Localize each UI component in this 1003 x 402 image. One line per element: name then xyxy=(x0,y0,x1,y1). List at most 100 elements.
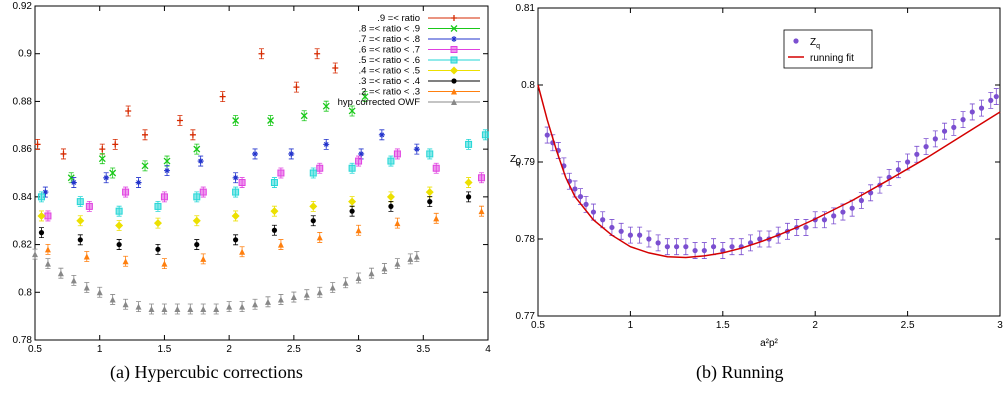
data-point xyxy=(86,203,92,209)
data-point xyxy=(239,249,245,255)
data-point xyxy=(466,141,472,147)
data-point xyxy=(702,248,707,253)
y-tick-label: 0.81 xyxy=(516,3,536,14)
data-point xyxy=(174,306,180,312)
caption-hypercubic-corrections: (a) Hypercubic corrections xyxy=(110,362,303,383)
data-point xyxy=(914,152,919,157)
data-point xyxy=(979,106,984,111)
data-point xyxy=(71,180,77,186)
data-point xyxy=(394,220,400,226)
data-point xyxy=(692,248,697,253)
legend-marker xyxy=(451,47,457,53)
data-point xyxy=(60,151,66,157)
series-2 xyxy=(42,130,419,197)
data-point xyxy=(572,186,577,191)
x-axis-label: a²p² xyxy=(760,338,778,349)
series-6 xyxy=(39,192,471,254)
data-point xyxy=(198,158,204,164)
legend-label: running fit xyxy=(810,53,854,64)
data-point xyxy=(45,261,51,267)
data-point xyxy=(646,236,651,241)
data-point xyxy=(58,270,64,276)
data-point xyxy=(349,165,355,171)
data-point xyxy=(142,132,148,138)
series-0 xyxy=(545,89,999,259)
data-point xyxy=(310,170,316,176)
data-point xyxy=(271,180,277,186)
data-point xyxy=(164,168,170,174)
data-point xyxy=(161,306,167,312)
data-point xyxy=(270,207,278,215)
data-point xyxy=(194,194,200,200)
data-point xyxy=(288,151,294,157)
data-point xyxy=(45,213,51,219)
x-tick-label: 1 xyxy=(628,320,634,331)
data-point xyxy=(850,206,855,211)
x-tick-label: 2.5 xyxy=(901,320,915,331)
data-point xyxy=(942,129,947,134)
running-chart: 0.5 1 1.5 2 2.5 30.770.780.790.80.81Zqa²p²Zqr… xyxy=(500,0,1003,360)
data-point xyxy=(116,208,122,214)
data-point xyxy=(190,132,196,138)
legend-marker xyxy=(451,78,456,83)
data-point xyxy=(161,194,167,200)
data-point xyxy=(103,175,109,181)
data-point xyxy=(427,151,433,157)
legend: .9 =< ratio.8 =< ratio < .9.7 =< ratio <… xyxy=(338,13,480,108)
legend-label: .8 =< ratio < .9 xyxy=(358,24,420,35)
data-point xyxy=(272,228,277,233)
data-point xyxy=(831,213,836,218)
series-3 xyxy=(45,149,485,221)
data-point xyxy=(278,242,284,248)
data-point xyxy=(155,203,161,209)
data-point xyxy=(356,227,362,233)
data-point xyxy=(994,94,999,99)
data-point xyxy=(194,242,199,247)
y-tick-label: 0.78 xyxy=(516,234,536,245)
data-point xyxy=(427,199,432,204)
data-point xyxy=(369,270,375,276)
x-tick-label: 2 xyxy=(812,320,818,331)
y-tick-label: 0.82 xyxy=(13,240,33,251)
data-point xyxy=(356,158,362,164)
x-tick-label: 4 xyxy=(485,344,491,355)
data-point xyxy=(136,180,142,186)
data-point xyxy=(309,202,317,210)
x-tick-label: 3 xyxy=(997,320,1003,331)
data-point xyxy=(348,198,356,206)
data-point xyxy=(233,175,239,181)
data-point xyxy=(350,209,355,214)
legend-label: .6 =< ratio < .7 xyxy=(358,45,420,56)
data-point xyxy=(148,306,154,312)
data-point xyxy=(193,217,201,225)
data-point xyxy=(278,170,284,176)
data-point xyxy=(154,219,162,227)
data-point xyxy=(233,189,239,195)
data-point xyxy=(665,244,670,249)
legend-marker xyxy=(451,36,457,42)
data-point xyxy=(213,306,219,312)
data-point xyxy=(32,251,38,257)
data-point xyxy=(84,285,90,291)
data-point xyxy=(332,65,338,71)
data-point xyxy=(988,98,993,103)
data-point xyxy=(123,301,129,307)
data-point xyxy=(200,306,206,312)
data-point xyxy=(155,247,160,252)
data-point xyxy=(232,212,240,220)
data-point xyxy=(291,294,297,300)
data-point xyxy=(112,141,118,147)
data-point xyxy=(161,261,167,267)
data-point xyxy=(465,179,473,187)
data-point xyxy=(117,242,122,247)
data-point xyxy=(960,117,965,122)
series-8 xyxy=(32,249,420,314)
data-point xyxy=(414,146,420,152)
data-point xyxy=(479,208,485,214)
data-point xyxy=(239,180,245,186)
data-point xyxy=(970,109,975,114)
data-point xyxy=(136,304,142,310)
data-point xyxy=(387,193,395,201)
data-point xyxy=(840,209,845,214)
data-point xyxy=(38,194,44,200)
